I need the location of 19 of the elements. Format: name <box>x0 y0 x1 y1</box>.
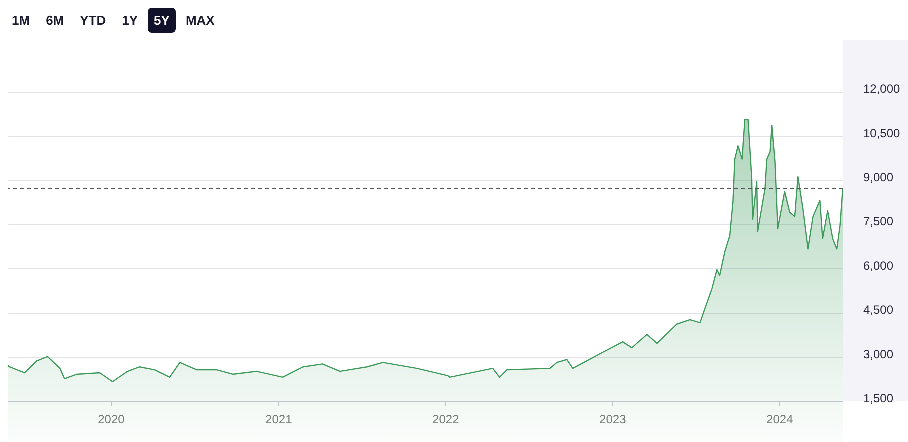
x-tick-label: 2024 <box>766 412 794 426</box>
x-tick-label: 2023 <box>600 412 627 426</box>
y-tick-label: 4,500 <box>864 303 894 318</box>
text: 1M <box>11 12 32 30</box>
y-tick-label: 9,000 <box>864 170 894 184</box>
text: 5Y <box>148 8 176 32</box>
x-tick-label: 2020 <box>98 412 126 426</box>
y-tick-label: 3,000 <box>864 347 894 362</box>
y-tick-label: 7,500 <box>864 214 894 229</box>
y-tick-label: 1,500 <box>864 392 894 406</box>
x-tick-label: 2022 <box>432 412 460 426</box>
y-tick-label: 12,000 <box>864 82 901 96</box>
text: 6M <box>45 12 66 30</box>
text: MAX <box>184 12 216 30</box>
y-tick-label: 10,500 <box>864 126 901 140</box>
text: YTD <box>79 12 108 30</box>
text: 1Y <box>121 12 140 30</box>
x-tick-label: 2021 <box>266 412 293 426</box>
y-tick-label: 6,000 <box>864 258 894 273</box>
